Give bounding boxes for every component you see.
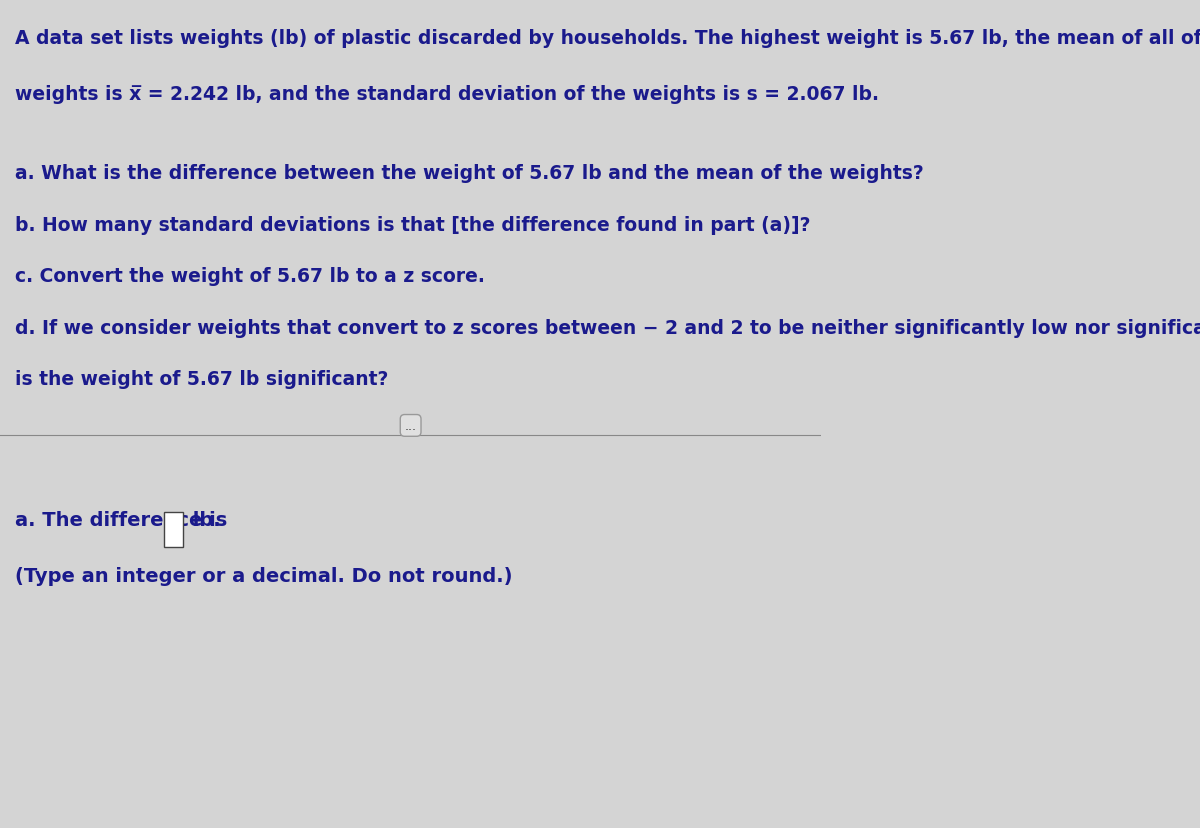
- Text: b. How many standard deviations is that [the difference found in part (a)]?: b. How many standard deviations is that …: [14, 215, 810, 234]
- Text: ...: ...: [404, 420, 416, 432]
- FancyBboxPatch shape: [164, 513, 184, 547]
- Text: c. Convert the weight of 5.67 lb to a z score.: c. Convert the weight of 5.67 lb to a z …: [14, 267, 485, 286]
- Text: a. The difference is: a. The difference is: [14, 510, 234, 529]
- Text: d. If we consider weights that convert to z scores between − 2 and 2 to be neith: d. If we consider weights that convert t…: [14, 318, 1200, 337]
- Text: weights is x̅ = 2.242 lb, and the standard deviation of the weights is s = 2.067: weights is x̅ = 2.242 lb, and the standa…: [14, 85, 878, 104]
- Text: is the weight of 5.67 lb significant?: is the weight of 5.67 lb significant?: [14, 369, 388, 388]
- Text: (Type an integer or a decimal. Do not round.): (Type an integer or a decimal. Do not ro…: [14, 566, 512, 585]
- Text: A data set lists weights (lb) of plastic discarded by households. The highest we: A data set lists weights (lb) of plastic…: [14, 29, 1200, 48]
- Text: a. What is the difference between the weight of 5.67 lb and the mean of the weig: a. What is the difference between the we…: [14, 164, 924, 183]
- Text: lb.: lb.: [186, 510, 221, 529]
